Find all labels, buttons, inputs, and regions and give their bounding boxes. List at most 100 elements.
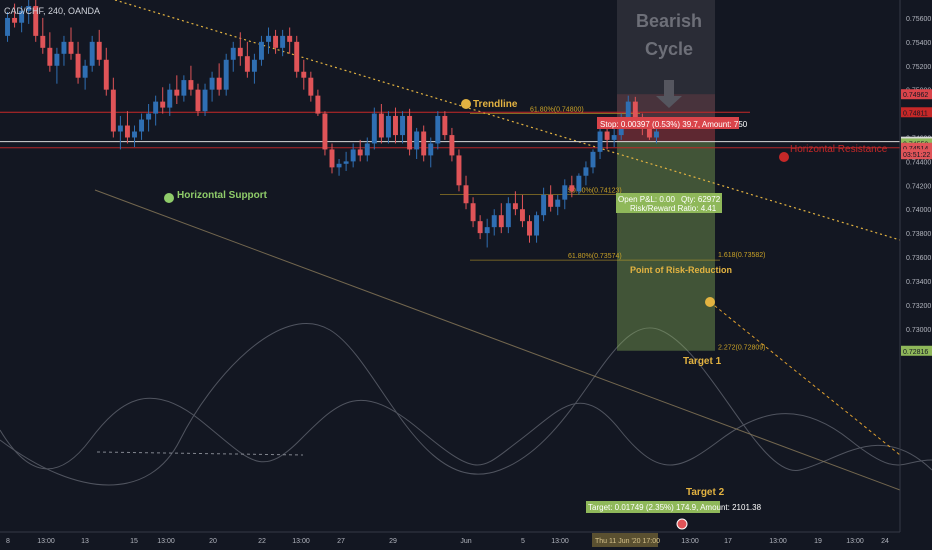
candle-body [26,5,32,11]
candle-body [19,10,25,23]
candle [442,111,448,140]
candle [364,137,370,162]
candle [435,111,441,150]
candle [174,75,180,105]
projection-dotted-line[interactable] [709,301,901,456]
candle [541,187,547,222]
target-info-text: Target: 0.01749 (2.35%) 174.9, Amount: 2… [588,503,762,512]
time-tick-label: 17 [724,538,732,545]
cycle-label: Cycle [645,39,693,59]
trendline[interactable] [114,0,901,241]
support-handle[interactable] [164,193,174,203]
fib-label: 2.272(0.72809) [718,345,765,352]
resistance-label: Horizontal Resistance [790,144,888,155]
candle [407,108,413,156]
candle [569,175,575,198]
candle-body [393,115,398,136]
trendline-label: Trendline [473,99,518,110]
price-tick-label: 0.75600 [906,16,931,23]
candle [527,215,532,243]
candle [40,17,46,54]
candle-body [541,194,547,216]
stop-info-box[interactable] [597,117,739,129]
time-tick-label: 15 [130,538,138,545]
candle [371,107,377,150]
time-tick-label: 24 [881,538,889,545]
event-flag-icon[interactable] [676,518,688,530]
risk-reduction-label: Point of Risk-Reduction [630,265,732,275]
candle [470,197,476,228]
cycle-indicator-waves [0,323,932,486]
candle-body [400,115,406,136]
candle [350,143,356,168]
candle-body [110,89,116,132]
target-zone[interactable] [617,141,715,351]
price-label: 03:51:22 [901,149,932,160]
candle-body [534,215,540,236]
candle-body [350,149,356,162]
candle [583,161,589,186]
cycle-wave-small [0,397,932,470]
lower-channel-line[interactable] [94,189,901,491]
candle [484,218,490,248]
candle-body [230,47,236,60]
target2-label: Target 2 [686,487,725,498]
candle [329,143,335,174]
time-axis-background [0,532,932,550]
candle-body [583,167,589,176]
candle [611,127,617,148]
symbol-title: CAD/CHF, 240, OANDA [4,6,100,16]
candle [258,35,264,66]
candle [498,203,504,234]
candle [47,32,53,72]
candle-body [202,89,208,112]
candle [223,53,229,96]
down-arrow-icon [656,80,682,108]
candle-body [322,113,328,150]
candle-body [287,35,293,42]
time-tick-label: 19 [814,538,822,545]
candle [216,63,222,96]
candle-body [562,185,568,200]
price-tick-label: 0.74200 [906,183,931,190]
candle-body [364,143,370,156]
candle [357,139,363,162]
candle [463,175,469,210]
candle-body [576,175,582,192]
candle-body [527,221,532,236]
candle [181,75,187,102]
candle [280,29,286,57]
pnl-info-box[interactable] [616,193,722,213]
candle-body [470,203,476,222]
candle [195,83,201,116]
time-axis[interactable]: 813:00131513:00202213:002729Jun513:0012:… [6,538,889,545]
candle [19,5,25,33]
candle-body [103,59,109,90]
qty-text: Qty: 62972 [681,195,721,204]
time-tick-label: 13:00 [846,538,864,545]
price-label-box [901,345,932,356]
candle [96,29,102,66]
candle [491,209,497,236]
candle [188,65,194,96]
candle-body [357,149,363,156]
target-info-box[interactable] [586,501,720,513]
indicator-dashed-line [96,451,304,456]
candle-body [266,35,271,42]
candle-body [329,149,335,168]
risk-reduction-handle[interactable] [705,297,715,307]
cycle-wave-large [0,323,932,486]
trendline-handle[interactable] [461,99,471,109]
candle-body [132,131,137,138]
price-label-box [901,107,932,118]
price-tick-label: 0.73600 [906,255,931,262]
price-label-box [901,89,932,100]
candle-body [484,227,490,234]
date-badge-box [592,533,658,547]
resistance-handle[interactable] [779,152,789,162]
candle [428,137,434,168]
candle-body [505,203,511,228]
candle-body [209,77,215,90]
